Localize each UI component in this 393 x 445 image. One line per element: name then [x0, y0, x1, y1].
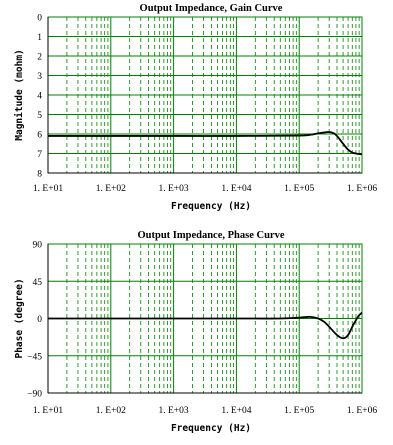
y-tick-label: 90 [33, 241, 43, 251]
series-line-1 [47, 131, 363, 156]
y-tick-label: 4 [37, 92, 42, 102]
x-tick-label: 1. E+04 [221, 406, 251, 416]
x-tick-label: 1. E+02 [96, 184, 126, 194]
y-tick-label: 3 [37, 72, 42, 82]
y-tick-label: −90 [27, 390, 42, 400]
chart-1: 0 1 2 3 4 5 6 7 8 1. E+01 1. E+02 1. E+03 1. E+04 1. … [14, 3, 377, 212]
y-axis-label: Magnitude (mohm) [14, 49, 25, 141]
y-tick-label: 1 [37, 33, 42, 43]
y-tick-label: 0 [37, 315, 42, 325]
x-tick-label: 1. E+05 [284, 406, 314, 416]
x-axis-label: Frequency (Hz) [171, 423, 251, 434]
x-tick-label: 1. E+02 [96, 406, 126, 416]
y-tick-label: 5 [37, 111, 42, 121]
x-tick-label: 1. E+05 [284, 184, 314, 194]
x-tick-label: 1. E+04 [221, 184, 251, 194]
y-tick-label: 7 [37, 150, 42, 160]
chart-title: Output Impedance, Gain Curve [140, 3, 283, 14]
chart-2: 90 45 0 −45 −90 1. E+01 1. E+02 1. E+03 1. E+04 1… [14, 230, 377, 434]
y-tick-label: 6 [37, 131, 42, 141]
y-tick-label: 0 [37, 14, 42, 24]
x-tick-label: 1. E+06 [347, 184, 377, 194]
series-line-1 [48, 312, 363, 340]
chart-title: Output Impedance, Phase Curve [137, 230, 284, 241]
x-tick-label: 1. E+01 [33, 406, 63, 416]
y-tick-label: 45 [33, 278, 43, 288]
y-tick-label: 2 [37, 53, 42, 63]
y-axis-label: Phase (degree) [14, 278, 25, 358]
x-tick-label: 1. E+03 [159, 184, 189, 194]
x-tick-label: 1. E+01 [33, 184, 63, 194]
y-tick-label: 8 [37, 170, 42, 180]
x-tick-label: 1. E+03 [159, 406, 189, 416]
y-tick-label: −45 [27, 352, 42, 362]
x-tick-label: 1. E+06 [347, 406, 377, 416]
x-axis-label: Frequency (Hz) [171, 201, 251, 212]
